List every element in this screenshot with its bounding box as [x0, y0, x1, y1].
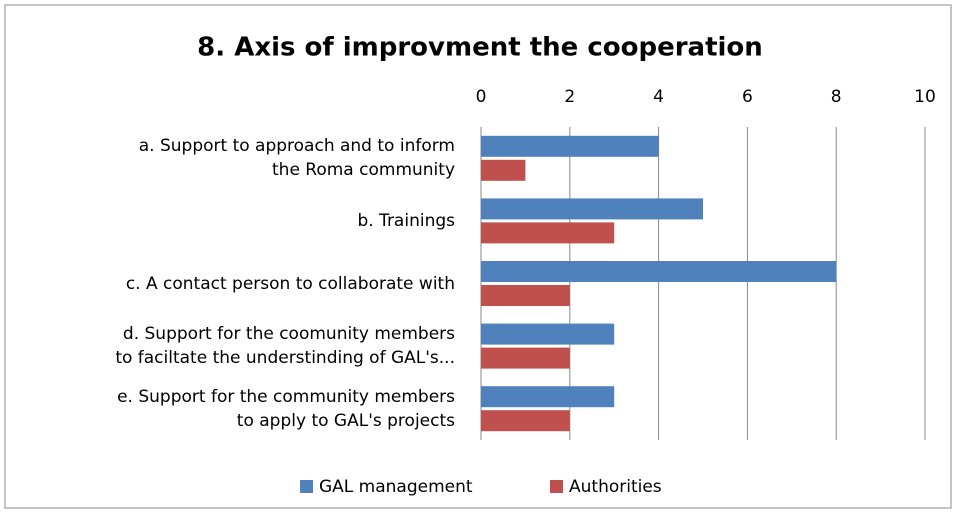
bar: [481, 386, 615, 408]
x-tick-label: 6: [742, 87, 753, 107]
x-tick-label: 8: [831, 87, 842, 107]
y-tick-label: b. Trainings: [357, 210, 455, 231]
y-tick-label: d. Support for the coomunity members to …: [115, 324, 455, 369]
chart-border: [4, 4, 952, 509]
bar: [481, 222, 615, 244]
bar: [481, 285, 570, 306]
bar: [481, 159, 526, 181]
chart-title: 8. Axis of improvment the cooperation: [197, 33, 763, 63]
x-tick-label: 4: [653, 87, 664, 107]
legend-label: GAL management: [319, 477, 473, 497]
y-tick-label: e. Support for the community members to …: [117, 386, 455, 431]
bar: [481, 198, 703, 220]
x-tick-label: 0: [476, 87, 487, 107]
bar: [481, 347, 570, 369]
x-tick-label: 10: [914, 87, 936, 107]
x-tick-label: 2: [564, 87, 575, 107]
bar: [481, 261, 837, 282]
bar: [481, 323, 615, 345]
bar: [481, 410, 570, 432]
legend-swatch: [550, 480, 563, 493]
legend-swatch: [300, 480, 313, 493]
y-tick-label: c. A contact person to collaborate with: [125, 273, 455, 294]
bar: [481, 135, 659, 157]
y-tick-label: a. Support to approach and to inform the…: [138, 136, 455, 181]
legend-label: Authorities: [569, 477, 662, 497]
